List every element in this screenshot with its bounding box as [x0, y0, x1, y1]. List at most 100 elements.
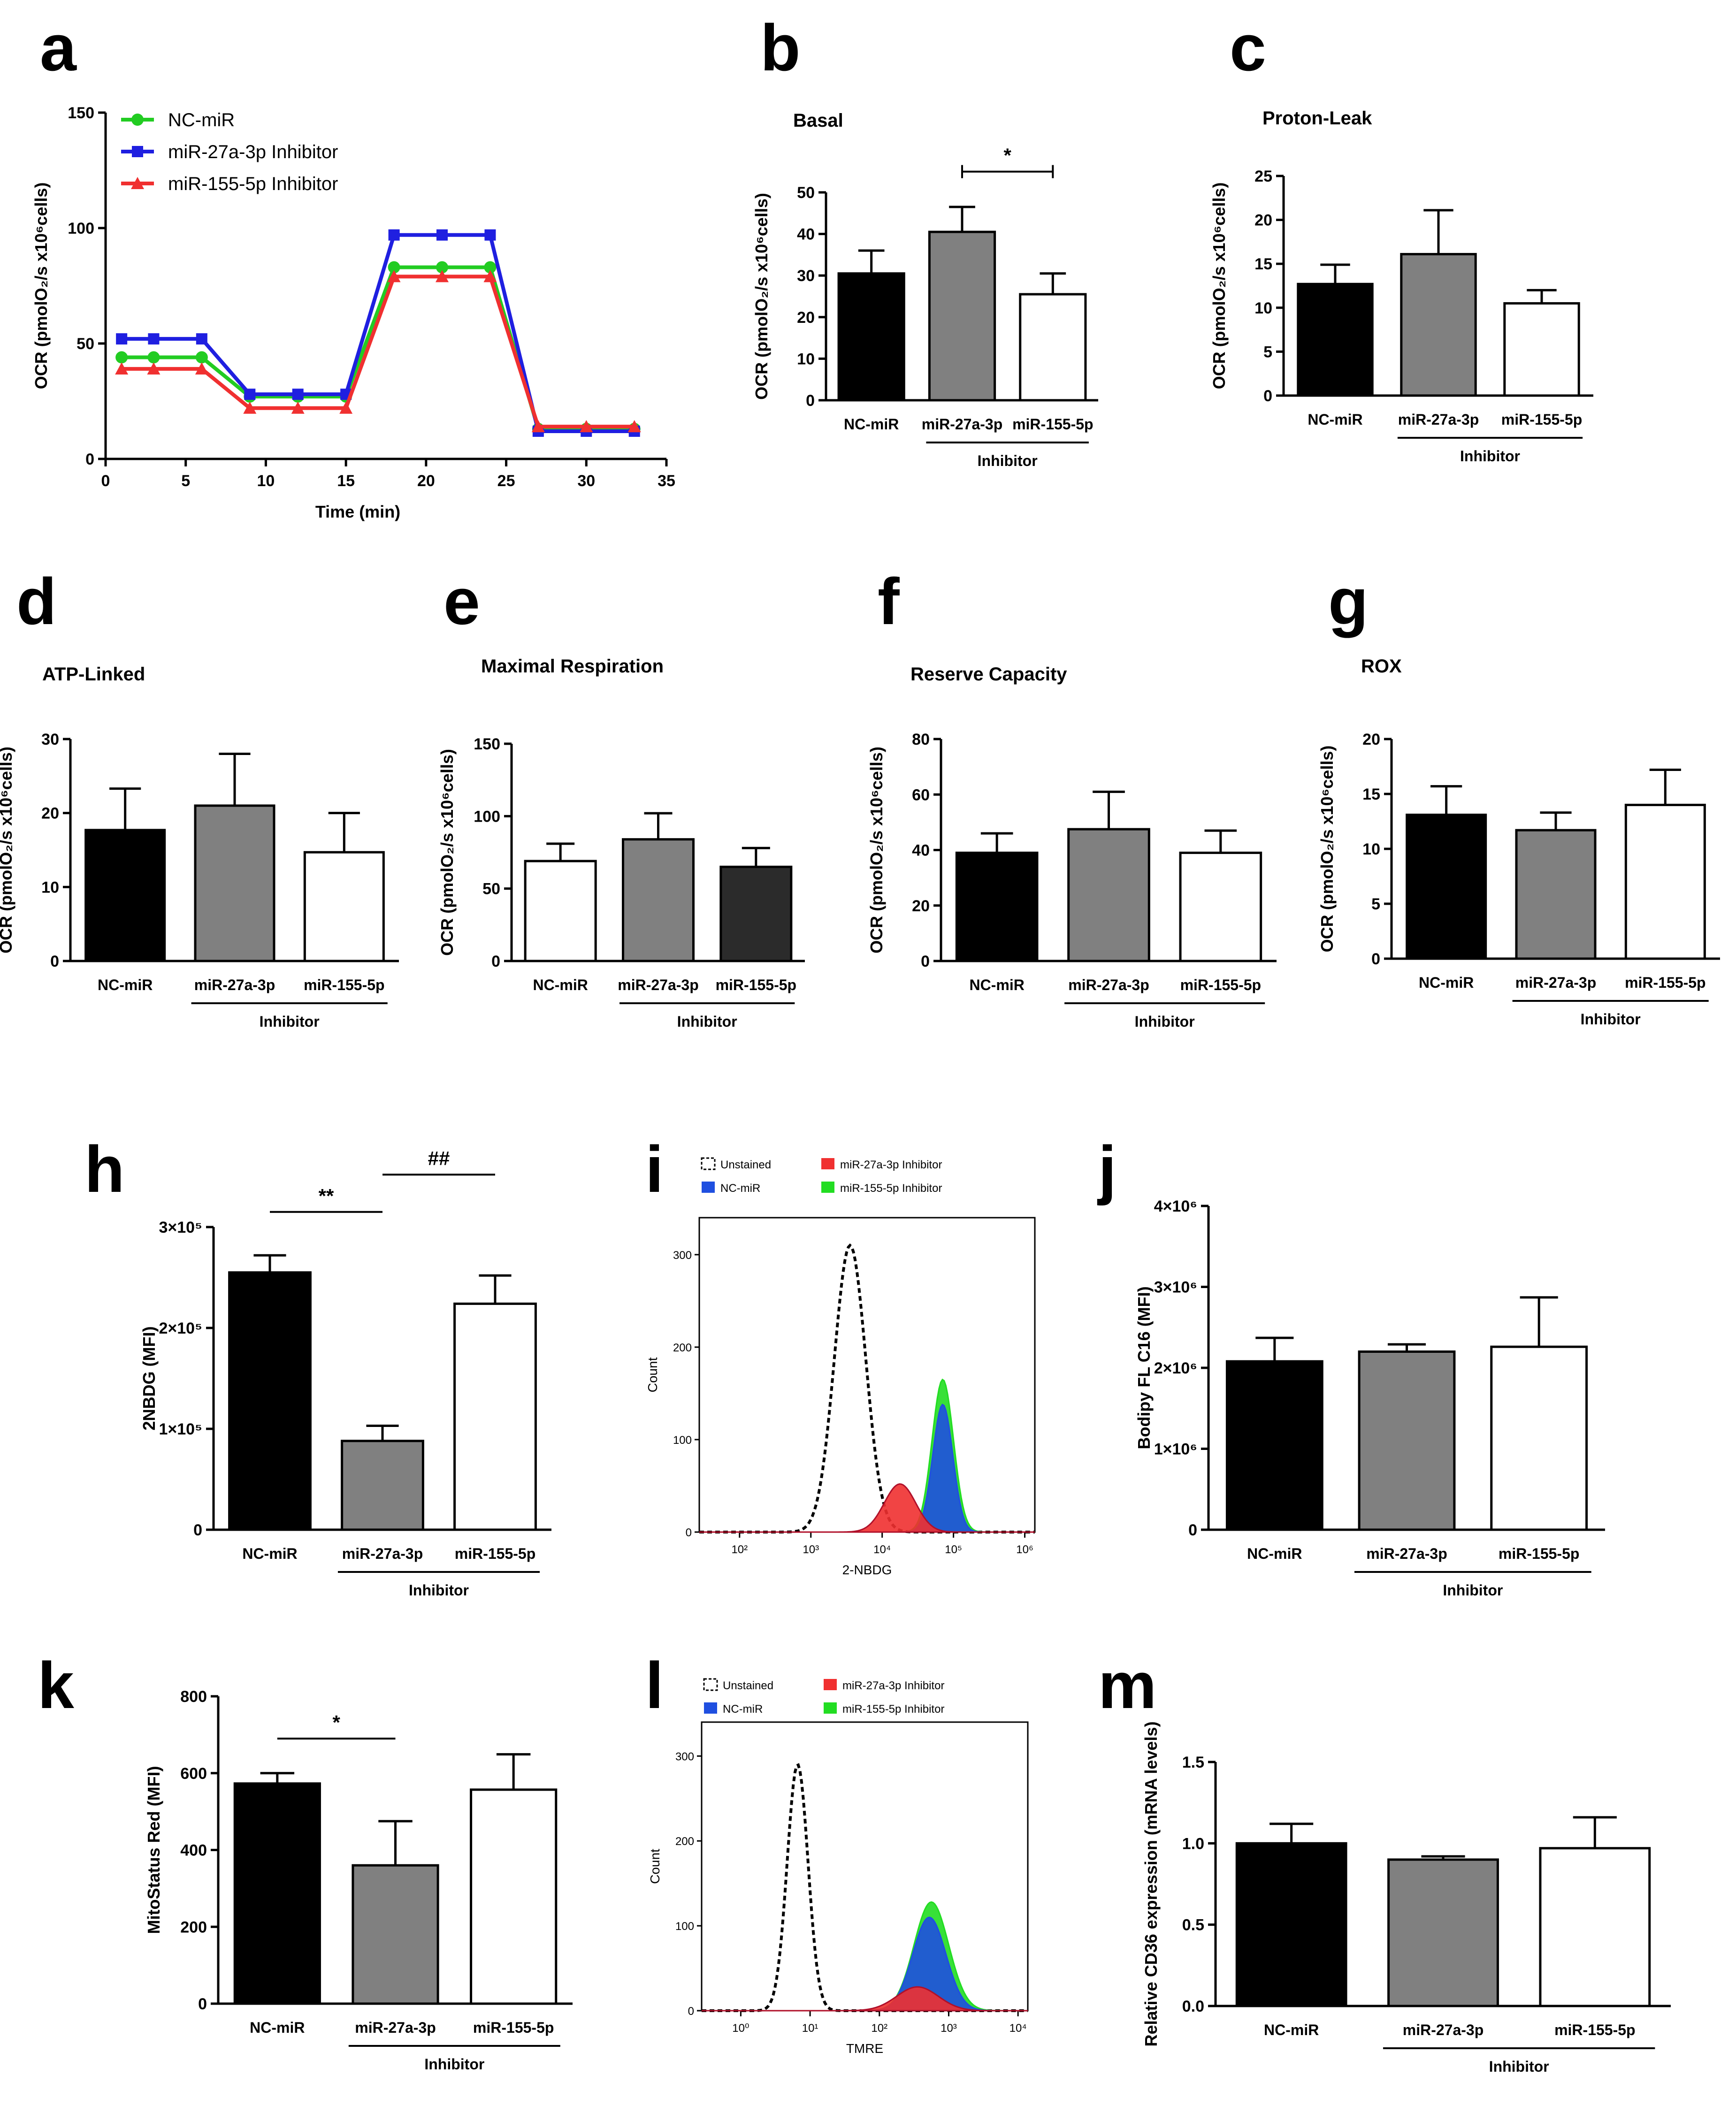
legend-entry: NC-miR	[723, 1703, 763, 1716]
legend-entry: miR-27a-3p Inhibitor	[168, 142, 338, 162]
legend-entry: miR-155-5p Inhibitor	[168, 174, 338, 194]
bar-mir-155-5p	[470, 1788, 558, 2005]
y-tick-label: 0	[1371, 950, 1380, 968]
x-tick-label: 20	[417, 472, 435, 490]
x-category-label: NC-miR	[970, 976, 1025, 993]
y-tick-label: 20	[912, 897, 930, 915]
x-category-label: NC-miR	[250, 2019, 305, 2036]
bar-mir-155-5p	[453, 1302, 537, 1531]
data-point	[115, 351, 128, 364]
y-tick-label: 100	[675, 1920, 694, 1933]
x-category-label: NC-miR	[533, 976, 588, 993]
bar-nc-mir	[837, 272, 905, 402]
legend-entry: miR-27a-3p Inhibitor	[840, 1159, 942, 1171]
x-category-label: miR-155-5p	[1499, 1545, 1580, 1562]
y-tick-label: 1.5	[1182, 1754, 1204, 1771]
y-tick-label: 40	[912, 842, 930, 860]
panel-i-flow-histogram: i 0 100 200 300 10² 10³ 10⁴ 10⁵ 10⁶ 2-NBDG Count Uns…	[645, 1132, 1036, 1577]
y-tick-label: 150	[68, 104, 94, 122]
bar-mir-155-5p	[719, 865, 793, 962]
legend-swatch	[824, 1702, 837, 1714]
x-tick-label: 15	[337, 472, 355, 490]
histogram-nc-mir	[699, 1403, 1035, 1533]
bar-nc-mir	[84, 829, 166, 962]
y-tick-label: 0	[50, 953, 59, 970]
y-tick-label: 3×10⁶	[1154, 1279, 1197, 1297]
x-category-label: miR-27a-3p	[1068, 976, 1149, 993]
group-label: Inhibitor	[424, 2056, 484, 2073]
data-point	[195, 351, 208, 364]
x-tick-label: 10⁴	[1009, 2022, 1027, 2035]
legend-swatch	[702, 1182, 715, 1193]
bar-mir-155-5p	[1490, 1345, 1588, 1531]
significance-label: *	[1003, 145, 1011, 167]
panel-title: Reserve Capacity	[910, 664, 1067, 685]
y-tick-label: 0	[1188, 1521, 1197, 1539]
y-tick-label: 400	[180, 1842, 207, 1860]
y-tick-label: 1×10⁵	[159, 1420, 202, 1438]
x-category-label: NC-miR	[1308, 411, 1362, 428]
data-point	[243, 401, 257, 414]
x-category-label: miR-155-5p	[1625, 974, 1706, 991]
y-tick-label: 80	[912, 731, 930, 748]
y-tick-label: 0	[85, 450, 94, 468]
data-point	[147, 362, 161, 375]
plot-frame	[701, 1721, 1029, 2012]
series-line	[122, 275, 635, 429]
y-tick-label: 10	[797, 350, 815, 368]
y-tick-label: 5	[1371, 895, 1380, 913]
panel-k-bar-chart: k 0 200 400 600 800 MitoStatus Red (MFI) NC-miR…	[38, 1648, 573, 2073]
data-point	[196, 333, 207, 345]
x-category-label: miR-155-5p	[1180, 976, 1262, 993]
legend-swatch-marker	[131, 114, 144, 126]
data-point	[147, 351, 160, 364]
y-tick-label: 600	[180, 1765, 207, 1783]
x-category-label: miR-27a-3p	[1398, 411, 1479, 428]
panel-h-label: h	[84, 1132, 125, 1206]
legend-entry: NC-miR	[720, 1182, 760, 1195]
bar-mir-155-5p	[1503, 302, 1580, 397]
bar-mir-155-5p	[1179, 851, 1262, 962]
group-label: Inhibitor	[1489, 2058, 1549, 2075]
data-point	[195, 362, 208, 375]
legend-entry: NC-miR	[168, 110, 235, 130]
bar-mir-155-5p	[303, 851, 385, 962]
panel-l-flow-histogram: l 0 100 200 300 10⁰ 10¹ 10² 10³ 10⁴ TMRE Count Unsta…	[645, 1648, 1029, 2056]
y-tick-label: 200	[673, 1342, 692, 1354]
histogram-unstained	[699, 1243, 1035, 1533]
x-tick-label: 5	[181, 472, 190, 490]
panel-d-bar-chart: d ATP-Linked 0 10 20 30 OCR (pmolO₂/s x10⁶cell…	[0, 564, 399, 1030]
bar-mir-27a-3p	[1358, 1350, 1456, 1531]
bar-mir-27a-3p	[622, 838, 695, 962]
legend-swatch	[821, 1158, 834, 1169]
y-tick-label: 150	[474, 735, 500, 753]
panel-title: Basal	[793, 110, 843, 131]
group-label: Inhibitor	[1460, 448, 1520, 465]
y-tick-label: 100	[673, 1434, 692, 1447]
panel-title: Maximal Respiration	[481, 656, 664, 677]
x-tick-label: 10⁶	[1016, 1543, 1033, 1556]
panel-j-bar-chart: j 0 1×10⁶ 2×10⁶ 3×10⁶ 4×10⁶ Bodipy FL C16 (MFI…	[1097, 1132, 1605, 1599]
bar-mir-27a-3p	[1067, 828, 1150, 962]
data-point	[291, 401, 305, 414]
y-tick-label: 2×10⁶	[1154, 1359, 1197, 1377]
group-label: Inhibitor	[677, 1013, 737, 1030]
y-tick-label: 4×10⁶	[1154, 1197, 1197, 1215]
x-axis-title: TMRE	[846, 2041, 883, 2056]
panel-h-bar-chart: h 0 1×10⁵ 2×10⁵ 3×10⁵ 2NBDG (MFI) NC-miR miR-27…	[84, 1132, 551, 1599]
x-category-label: NC-miR	[1419, 974, 1474, 991]
y-tick-label: 0	[193, 1521, 202, 1539]
x-category-label: miR-155-5p	[1554, 2021, 1636, 2038]
histogram-mir-155-5p-inhibitor	[699, 1378, 1035, 1533]
x-category-label: miR-27a-3p	[618, 976, 699, 993]
panel-g-label: g	[1328, 564, 1369, 638]
panel-title: ROX	[1361, 656, 1402, 677]
data-point	[148, 333, 160, 345]
legend-swatch	[703, 1678, 718, 1691]
data-point	[436, 270, 449, 282]
data-point	[484, 229, 496, 241]
y-tick-label: 200	[675, 1835, 694, 1848]
y-tick-label: 15	[1254, 255, 1272, 273]
y-tick-label: 0	[921, 953, 930, 970]
